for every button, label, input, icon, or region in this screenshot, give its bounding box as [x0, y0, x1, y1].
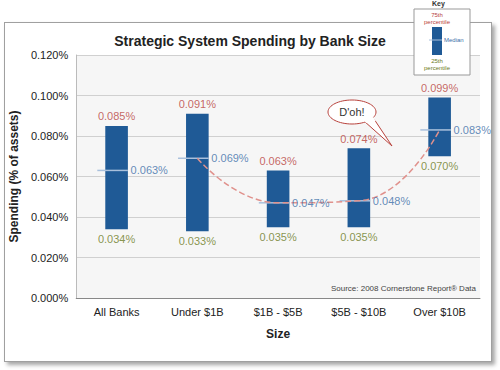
svg-text:75th: 75th	[431, 12, 443, 18]
svg-text:0.034%: 0.034%	[98, 233, 136, 245]
svg-text:Size: Size	[266, 327, 290, 341]
svg-text:0.069%: 0.069%	[211, 152, 249, 164]
svg-text:0.063%: 0.063%	[259, 155, 297, 167]
svg-text:percentile: percentile	[424, 19, 451, 25]
svg-text:0.080%: 0.080%	[31, 130, 69, 142]
svg-text:0.120%: 0.120%	[31, 49, 69, 61]
svg-text:0.035%: 0.035%	[340, 231, 378, 243]
svg-text:0.040%: 0.040%	[31, 211, 69, 223]
svg-text:0.047%: 0.047%	[292, 197, 330, 209]
svg-text:0.048%: 0.048%	[373, 195, 411, 207]
svg-text:0.000%: 0.000%	[31, 292, 69, 304]
svg-text:percentile: percentile	[424, 65, 451, 71]
svg-text:Key: Key	[432, 0, 445, 8]
svg-text:0.091%: 0.091%	[179, 98, 217, 110]
svg-text:0.085%: 0.085%	[98, 110, 136, 122]
svg-text:$5B - $10B: $5B - $10B	[331, 306, 386, 318]
svg-text:0.074%: 0.074%	[340, 133, 378, 145]
svg-text:D'oh!: D'oh!	[339, 106, 364, 118]
svg-text:0.099%: 0.099%	[421, 82, 459, 94]
svg-text:25th: 25th	[431, 58, 443, 64]
svg-text:$1B - $5B: $1B - $5B	[254, 306, 303, 318]
svg-text:0.100%: 0.100%	[31, 90, 69, 102]
svg-text:0.063%: 0.063%	[131, 164, 169, 176]
svg-text:0.060%: 0.060%	[31, 171, 69, 183]
svg-text:0.070%: 0.070%	[421, 160, 459, 172]
svg-text:Source: 2008 Cornerstone Repor: Source: 2008 Cornerstone Report® Data	[331, 284, 477, 293]
svg-text:Strategic System Spending by B: Strategic System Spending by Bank Size	[114, 33, 386, 49]
svg-text:Median: Median	[444, 37, 464, 43]
svg-text:0.020%: 0.020%	[31, 252, 69, 264]
svg-text:Under $1B: Under $1B	[171, 306, 224, 318]
svg-text:Over $10B: Over $10B	[413, 306, 466, 318]
svg-text:0.083%: 0.083%	[454, 124, 492, 136]
svg-text:0.033%: 0.033%	[179, 235, 217, 247]
svg-text:Spending (% of assets): Spending (% of assets)	[7, 110, 21, 242]
svg-text:All Banks: All Banks	[94, 306, 140, 318]
svg-text:0.035%: 0.035%	[259, 231, 297, 243]
